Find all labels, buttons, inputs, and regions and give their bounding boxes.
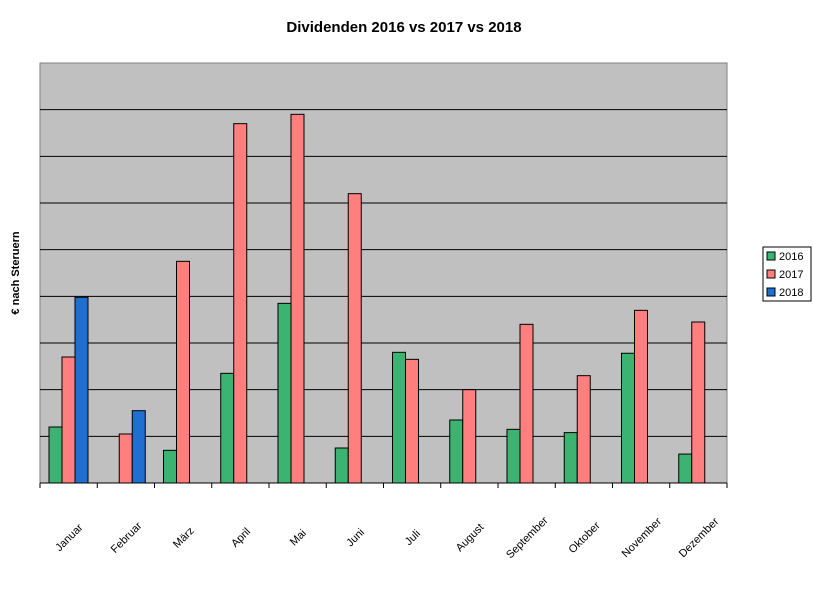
x-tick-label-dezember: Dezember — [677, 515, 722, 560]
legend-swatch-2017 — [766, 269, 776, 279]
bar-2017-oktober — [576, 375, 591, 484]
legend-swatch-2018 — [766, 287, 776, 297]
bar-2018-februar — [131, 410, 146, 484]
gridlines — [40, 109, 727, 437]
legend-label-2018: 2018 — [779, 287, 803, 299]
x-tick-label-juli: Juli — [403, 528, 423, 548]
legend-label-2017: 2017 — [779, 269, 803, 281]
bar-2016-dezember — [678, 453, 693, 484]
y-axis-label: € nach Steruern — [10, 231, 22, 314]
bar-2017-juni — [347, 193, 362, 484]
bar-2016-juli — [392, 351, 406, 484]
x-tick-labels: Januar Februar März April Mai Juni Juli August S… — [53, 514, 721, 561]
bar-2016-januar — [48, 426, 63, 484]
legend: 2016 2017 2018 — [762, 246, 812, 302]
x-axis — [39, 482, 728, 488]
bar-2017-august — [462, 389, 477, 484]
bar-2017-februar — [118, 433, 133, 484]
bar-2017-mai — [290, 113, 305, 484]
x-tick-label-februar: Februar — [109, 520, 145, 556]
bar-2018-januar — [74, 296, 89, 484]
bar-2016-april — [220, 372, 235, 484]
x-tick-label-oktober: Oktober — [567, 520, 603, 556]
x-tick-label-april: April — [229, 526, 253, 550]
x-tick-label-januar: Januar — [53, 522, 86, 555]
bar-2017-juli — [405, 358, 419, 484]
bar-2016-november — [621, 352, 635, 484]
bar-2017-november — [634, 309, 648, 484]
bar-2017-dezember — [691, 321, 706, 484]
x-tick-label-november: November — [620, 515, 665, 560]
x-tick-label-märz: März — [171, 525, 197, 551]
chart-title: Dividenden 2016 vs 2017 vs 2018 — [286, 19, 521, 36]
bar-2016-juni — [334, 447, 349, 484]
x-tick-label-august: August — [454, 522, 487, 555]
x-tick-label-september: September — [504, 514, 551, 561]
legend-swatch-2016 — [766, 251, 776, 261]
plot-area — [39, 62, 728, 484]
legend-label-2016: 2016 — [779, 251, 803, 263]
bar-2017-september — [519, 323, 534, 484]
bar-2017-april — [233, 123, 248, 484]
bar-2017-januar — [61, 356, 76, 484]
bar-2016-august — [449, 419, 464, 484]
bar-2016-mai — [277, 302, 292, 484]
bar-2016-märz — [163, 449, 177, 484]
bar-2017-märz — [176, 260, 190, 484]
x-tick-label-juni: Juni — [344, 526, 367, 549]
bar-2016-oktober — [563, 432, 578, 484]
x-tick-label-mai: Mai — [288, 527, 309, 548]
bar-2016-september — [506, 428, 521, 484]
